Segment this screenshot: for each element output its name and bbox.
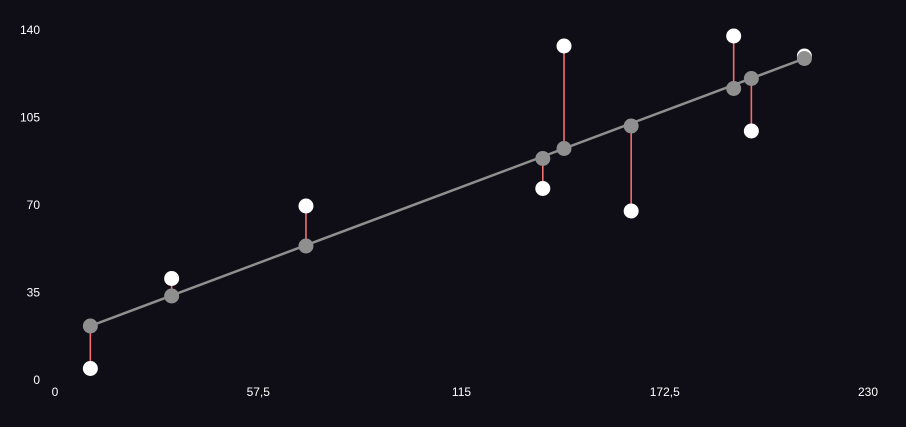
observed-point [726,28,742,44]
regression-line-group [89,57,805,328]
residual-lines [89,36,806,369]
observed-points [82,28,812,376]
y-tick-label: 35 [27,286,41,300]
x-tick-label: 0 [52,385,59,399]
x-tick-label: 115 [452,385,471,399]
fitted-point [82,318,98,334]
x-tick-label: 230 [858,385,878,399]
fitted-points [82,51,812,334]
y-tick-label: 0 [33,373,40,387]
fitted-point [743,71,759,86]
observed-point [623,203,639,219]
observed-point [164,271,180,286]
fitted-point [623,118,639,134]
observed-point [556,38,572,54]
fitted-point [556,141,572,156]
fitted-point [298,238,314,254]
observed-point [535,181,551,196]
x-tick-label: 172,5 [650,385,680,399]
fitted-point [535,151,551,166]
x-tick-label: 57,5 [247,385,271,399]
fitted-point [796,51,812,66]
fitted-point [164,288,180,304]
x-axis-ticks: 0 57,5 115 172,5 230 [52,385,879,399]
y-tick-label: 140 [20,23,40,37]
observed-point [743,123,759,139]
fitted-point [726,81,742,96]
regression-line [89,57,805,328]
observed-point [82,361,98,376]
y-tick-label: 70 [27,198,41,212]
y-tick-label: 105 [20,111,40,125]
y-axis-ticks: 0 35 70 105 140 [20,23,40,387]
observed-point [298,198,314,214]
